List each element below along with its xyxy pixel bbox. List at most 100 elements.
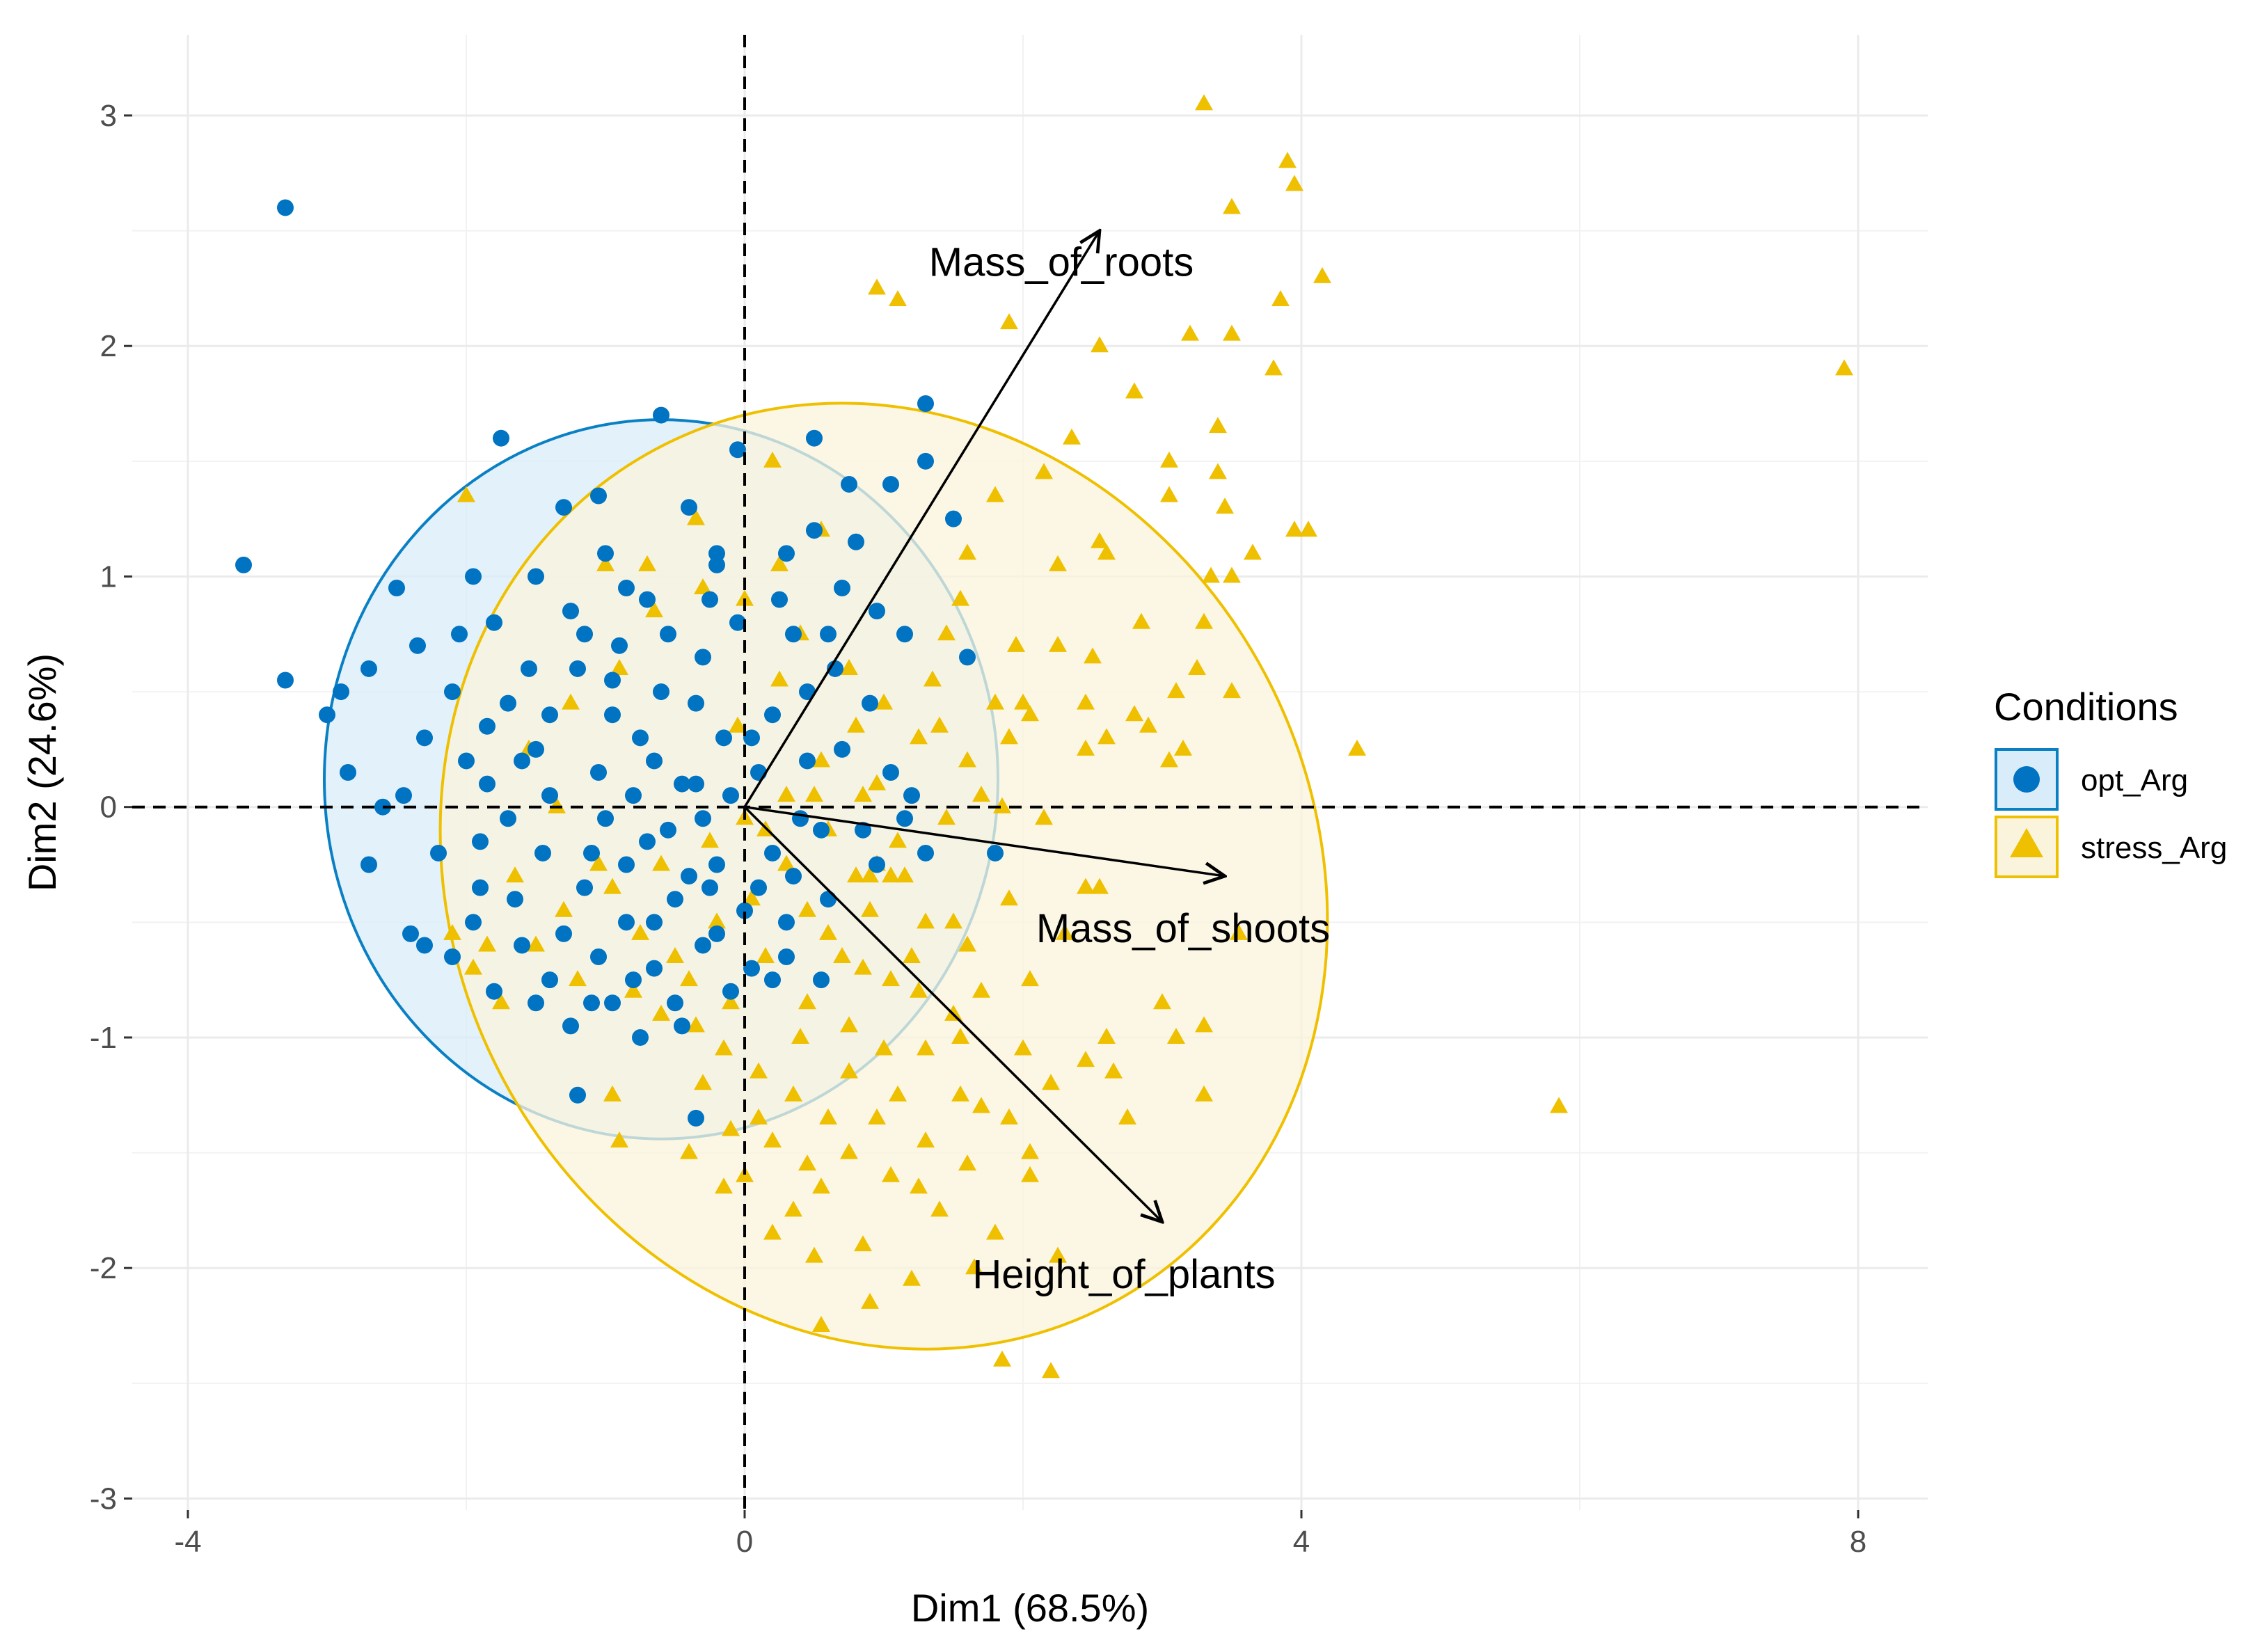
point-stress-arg [986,1223,1004,1240]
point-opt-arg [729,614,746,631]
point-stress-arg [1223,324,1241,341]
point-stress-arg [1271,289,1290,306]
point-stress-arg [1223,566,1241,583]
point-stress-arg [854,1235,872,1252]
point-opt-arg [820,626,837,643]
point-opt-arg [855,821,871,839]
y-tick-label: 1 [100,559,117,594]
arrow-height-of-plants [743,806,1162,1222]
variable-label-mass-of-shoots: Mass_of_shoots [1036,906,1330,951]
point-stress-arg [861,900,879,917]
point-stress-arg [1348,739,1366,756]
point-stress-arg [687,509,705,525]
point-stress-arg [1000,728,1018,745]
legend-label-opt-arg: opt_Arg [2081,763,2188,797]
point-stress-arg [784,1085,802,1102]
point-stress-arg [1132,612,1150,629]
point-stress-arg [937,624,956,641]
point-stress-arg [861,1292,879,1309]
legend-label-stress-arg: stress_Arg [2081,831,2227,865]
point-stress-arg [958,935,976,952]
point-opt-arg [681,499,697,516]
y-tick-label: -1 [90,1021,117,1055]
point-stress-arg [763,1223,782,1240]
point-stress-arg [798,1154,816,1171]
point-stress-arg [1035,463,1053,479]
point-opt-arg [541,706,558,724]
point-stress-arg [951,589,969,606]
point-opt-arg [715,729,732,747]
point-stress-arg [944,1004,962,1021]
y-axis: -3 -2 -1 0 1 2 3 [90,99,132,1516]
point-opt-arg [722,983,739,1000]
point-opt-arg [778,914,795,931]
point-stress-arg [819,1108,837,1125]
point-opt-arg [590,487,607,505]
point-opt-arg [695,810,711,827]
point-stress-arg [1014,693,1032,710]
point-stress-arg [1000,889,1018,906]
point-stress-arg [1125,705,1143,722]
point-opt-arg [472,833,489,850]
point-opt-arg [395,787,412,804]
point-stress-arg [1021,1143,1039,1159]
point-opt-arg [917,844,934,861]
point-stress-arg [812,1316,830,1332]
point-stress-arg [812,1177,830,1194]
legend-item-stress-arg[interactable]: stress_Arg [1995,816,2227,878]
point-stress-arg [652,1004,670,1021]
x-tick-label: 4 [1293,1525,1310,1559]
point-stress-arg [756,947,775,963]
point-opt-arg [569,660,586,677]
point-opt-arg [583,994,600,1012]
point-opt-arg [834,740,850,758]
point-stress-arg [993,1350,1011,1367]
point-stress-arg [722,993,740,1010]
point-opt-arg [500,694,516,712]
point-opt-arg [806,522,823,539]
point-stress-arg [694,1074,712,1090]
point-opt-arg [688,694,704,712]
point-opt-arg [632,1028,649,1046]
ellipse-layer [323,402,1329,1351]
point-stress-arg [1835,359,1853,376]
point-opt-arg [646,914,663,931]
point-stress-arg [527,935,545,952]
point-stress-arg [875,1039,893,1056]
point-stress-arg [1299,521,1317,537]
point-stress-arg [965,1258,983,1275]
point-stress-arg [958,543,976,560]
point-stress-arg [722,1120,740,1136]
point-opt-arg [799,752,816,770]
x-axis: -4 0 4 8 [174,1510,1866,1559]
point-opt-arg [562,1017,579,1035]
point-opt-arg [277,672,294,689]
x-tick-label: 0 [736,1525,753,1559]
point-opt-arg [813,821,830,839]
point-opt-arg [820,891,837,908]
point-opt-arg [235,556,252,573]
point-stress-arg [1244,543,1262,560]
point-opt-arg [486,614,502,631]
point-stress-arg [972,1097,990,1113]
point-opt-arg [882,475,899,493]
point-opt-arg [555,499,572,516]
point-stress-arg [1021,1166,1039,1182]
point-stress-arg [1313,267,1331,283]
point-opt-arg [639,833,656,850]
point-opt-arg [987,844,1004,861]
y-tick-label: 3 [100,99,117,133]
point-stress-arg [1160,451,1178,468]
point-stress-arg [1014,1039,1032,1056]
point-opt-arg [917,395,934,412]
point-stress-arg [777,855,795,871]
point-stress-arg [562,693,580,710]
point-stress-arg [1160,486,1178,502]
x-axis-title: Dim1 (68.5%) [911,1586,1149,1630]
point-stress-arg [882,866,900,883]
legend-item-opt-arg[interactable]: opt_Arg [1995,748,2188,811]
point-opt-arg [722,787,739,804]
point-stress-arg [652,855,670,871]
point-opt-arg [458,752,475,770]
